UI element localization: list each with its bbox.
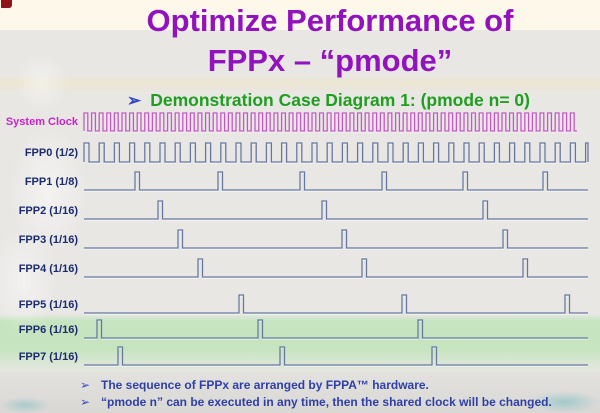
- signal-label-fpp0-1-2: FPP0 (1/2): [24, 146, 78, 159]
- footnotes: ➢ The sequence of FPPx are arranged by FP…: [80, 377, 590, 411]
- subtitle-text: Demonstration Case Diagram 1: (pmode n= …: [150, 90, 530, 110]
- signal-label-fpp7-1-16: FPP7 (1/16): [18, 351, 78, 363]
- waveform-fpp6-1-16: [84, 319, 588, 339]
- footnote-text: The sequence of FPPx are arranged by FPP…: [101, 378, 429, 392]
- waveform-fpp2-1-16: [84, 200, 588, 220]
- signal-label-fpp1-1-8: FPP1 (1/8): [24, 176, 78, 188]
- red-corner-mark: [1, 0, 12, 8]
- footnote-2: ➢ “pmode n” can be executed in any time, …: [80, 394, 590, 411]
- footnote-text: “pmode n” can be executed in any time, t…: [101, 395, 552, 409]
- subtitle: ➢ Demonstration Case Diagram 1: (pmode n…: [127, 90, 530, 111]
- bottom-shade-band: [0, 372, 600, 413]
- title-line-2: FPPx – “pmode”: [207, 43, 453, 78]
- waveform-system-clock: [83, 112, 577, 132]
- signal-label-fpp3-1-16: FPP3 (1/16): [18, 234, 78, 246]
- footnote-1: ➢ The sequence of FPPx are arranged by FP…: [80, 377, 590, 394]
- waveform-fpp5-1-16: [84, 294, 588, 314]
- arrow-bullet-icon: ➢: [80, 378, 91, 392]
- arrow-bullet-icon: ➢: [127, 91, 142, 110]
- top-cream-band: [0, 0, 600, 30]
- title-line-1: Optimize Performance of: [146, 3, 514, 38]
- signal-label-fpp2-1-16: FPP2 (1/16): [18, 205, 78, 217]
- waveform-fpp3-1-16: [84, 229, 588, 249]
- slide-title: Optimize Performance of FPPx – “pmode”: [70, 1, 590, 81]
- waveform-fpp4-1-16: [84, 258, 588, 278]
- signal-label-system-clock: System Clock: [5, 116, 78, 128]
- waveform-fpp0-1-2: [83, 142, 589, 163]
- warm-texture-band: [0, 74, 600, 94]
- waveform-fpp7-1-16: [84, 346, 588, 366]
- signal-labels: System Clock FPP0 (1/2) FPP1 (1/8) FPP2 (1/…: [0, 0, 78, 413]
- signal-label-fpp5-1-16: FPP5 (1/16): [18, 299, 78, 311]
- waveform-fpp1-1-8: [84, 171, 588, 191]
- green-highlight-band: [0, 314, 600, 374]
- arrow-bullet-icon: ➢: [80, 395, 91, 409]
- signal-label-fpp6-1-16: FPP6 (1/16): [18, 324, 78, 336]
- signal-label-fpp4-1-16: FPP4 (1/16): [18, 263, 78, 275]
